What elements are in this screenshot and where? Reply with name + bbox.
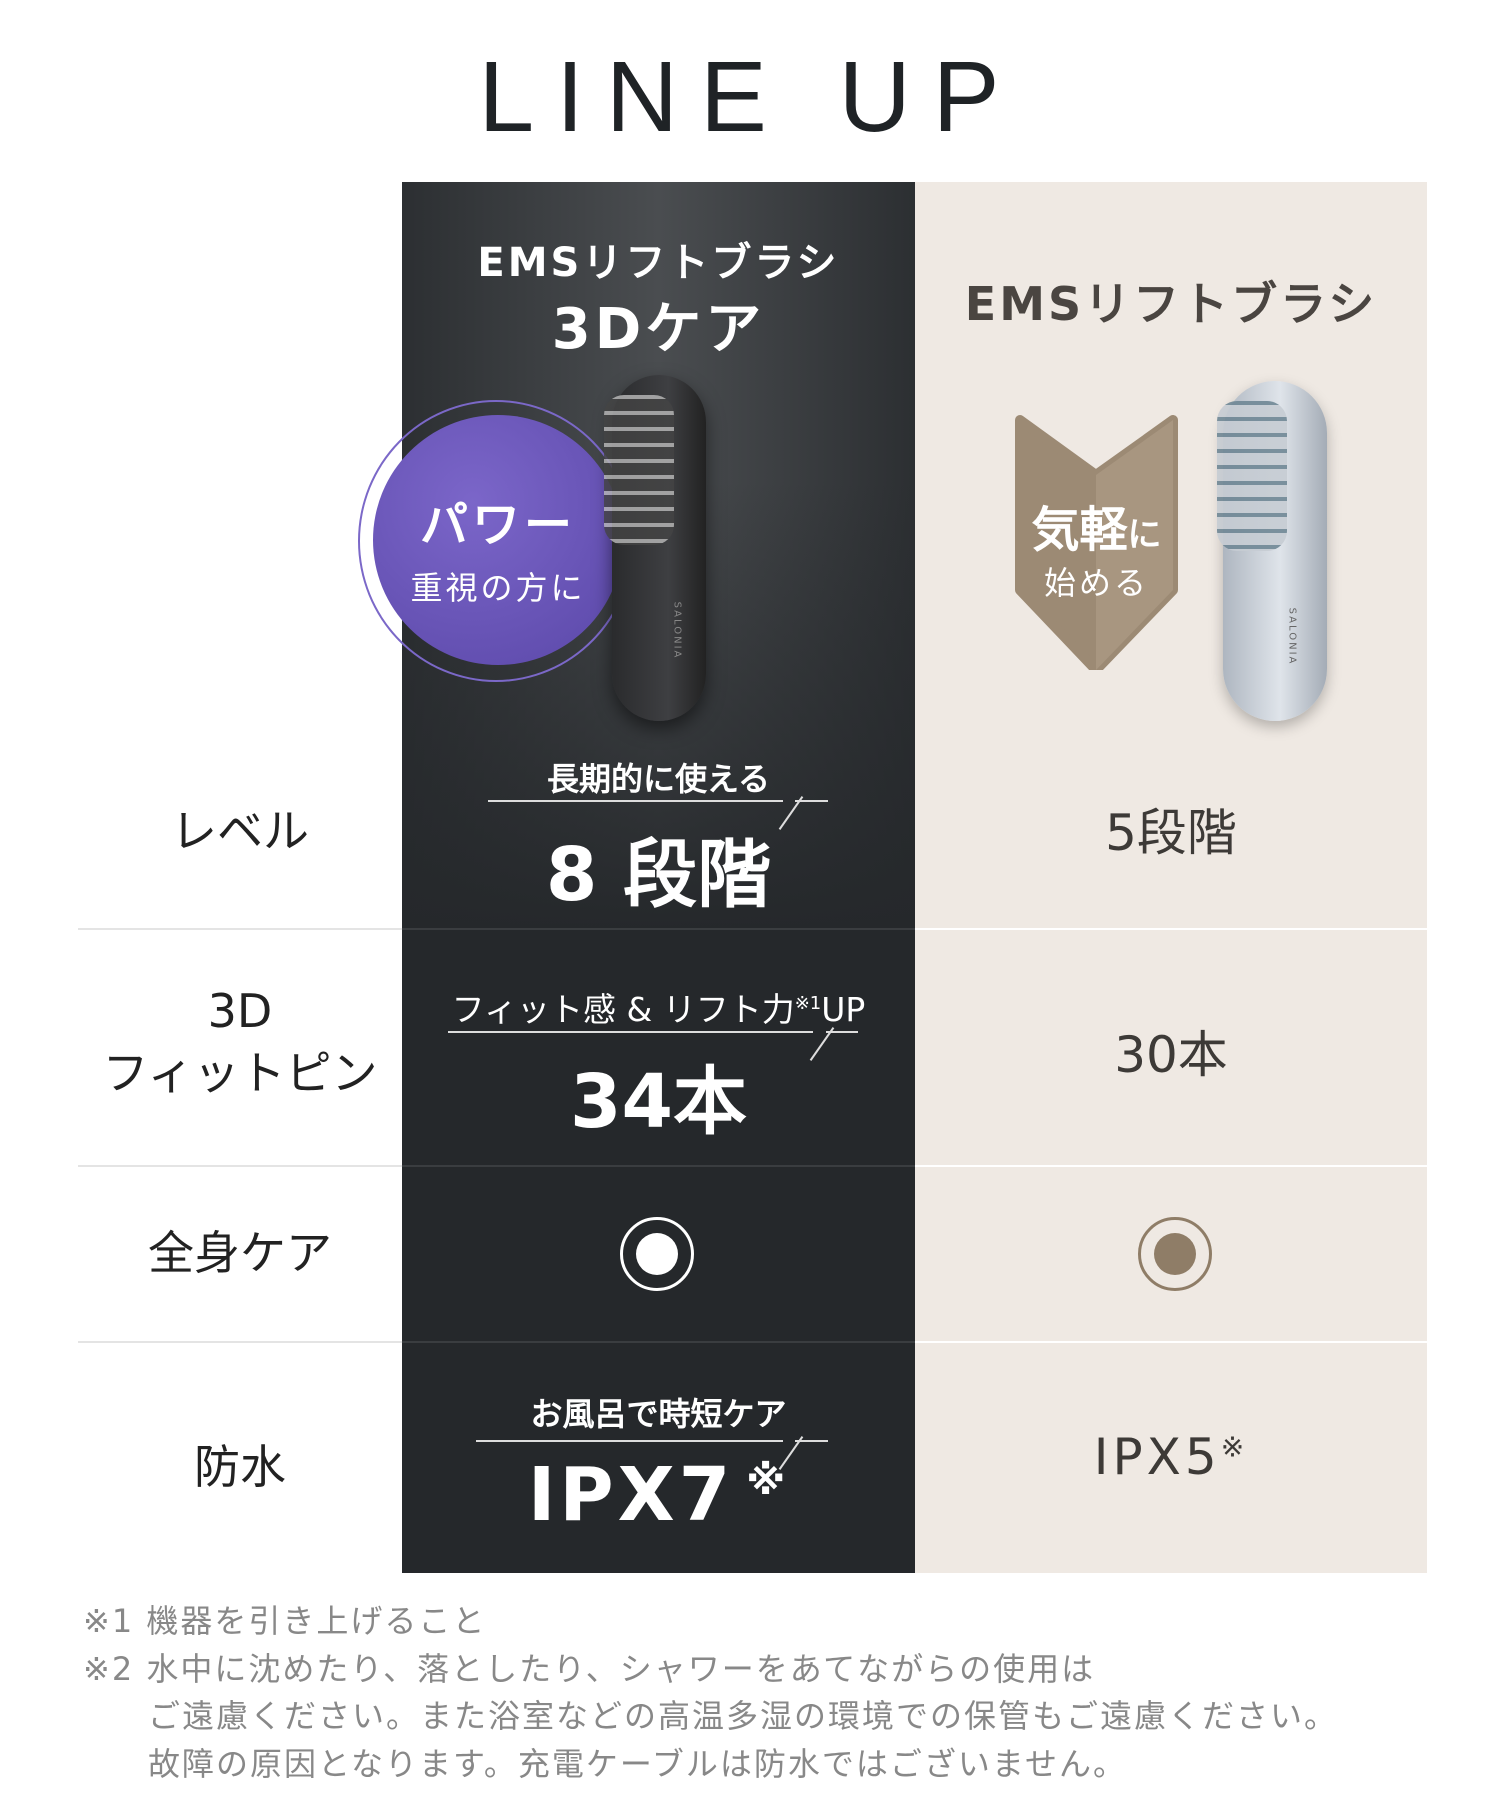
double-circle-icon xyxy=(620,1217,694,1291)
brush-pins xyxy=(604,395,674,545)
footnote: ご遠慮ください。また浴室などの高温多湿の環境での保管もご遠慮ください。 xyxy=(148,1697,1339,1735)
caption-suffix: UP xyxy=(821,990,866,1029)
product-name: EMSリフトブラシ xyxy=(477,240,840,286)
beginner-mark-icon xyxy=(1015,415,1178,670)
footnote: ※2 水中に沈めたり、落としたり、シャワーをあてながらの使用は xyxy=(83,1650,1096,1688)
divider xyxy=(915,1341,1427,1343)
waterproof-value: IPX5※ xyxy=(915,1428,1427,1486)
power-badge: パワー 重視の方に xyxy=(373,415,623,665)
row-label-body-care: 全身ケア xyxy=(148,1226,332,1280)
brand-logo: SALONIA xyxy=(671,601,683,660)
caption-underline xyxy=(795,1440,828,1442)
caption-note: ※1 xyxy=(794,993,822,1014)
level-value: 8 段階 xyxy=(545,832,772,918)
badge-main: 気軽に xyxy=(1010,490,1183,560)
divider xyxy=(402,928,915,930)
caption-underline xyxy=(826,1031,858,1033)
pin-count-value: 34本 xyxy=(570,1059,747,1145)
divider xyxy=(402,1165,915,1167)
caption-underline xyxy=(476,1440,783,1442)
caption-underline xyxy=(488,800,783,802)
caption-underline xyxy=(795,800,828,802)
divider xyxy=(402,1341,915,1343)
row-label-fit-pin: 3D フィットピン xyxy=(78,980,402,1104)
divider xyxy=(78,928,402,930)
brush-pins xyxy=(1217,401,1287,551)
value-text: IPX7 xyxy=(527,1452,735,1538)
badge-sub: 始める xyxy=(1043,564,1149,602)
double-circle-icon xyxy=(1138,1217,1212,1291)
divider xyxy=(915,928,1427,930)
level-value: 5段階 xyxy=(1105,804,1237,862)
product-name-sub: 3Dケア xyxy=(551,297,766,362)
badge-main-text: 気軽 xyxy=(1031,502,1128,558)
footnote: ※1 機器を引き上げること xyxy=(83,1602,487,1640)
brand-logo: SALONIA xyxy=(1286,607,1298,666)
brush-image-silver: SALONIA xyxy=(1217,381,1327,721)
label-line: フィットピン xyxy=(102,1046,378,1101)
row-label-waterproof: 防水 xyxy=(194,1440,286,1494)
footnote: 故障の原因となります。充電ケーブルは防水ではございません。 xyxy=(148,1745,1127,1783)
divider xyxy=(78,1341,402,1343)
row-label-level: レベル xyxy=(171,804,309,858)
caption: フィット感 & リフト力※1UP xyxy=(402,983,915,1031)
caption: 長期的に使える xyxy=(546,760,771,798)
divider xyxy=(78,1165,402,1167)
value-note: ※ xyxy=(746,1458,790,1505)
badge-sub: 重視の方に xyxy=(410,569,586,607)
caption-text: フィット感 & リフト力 xyxy=(451,990,795,1029)
brush-image-dark: SALONIA xyxy=(604,375,706,721)
product-column-standard xyxy=(915,182,1427,1573)
badge-main-suffix: に xyxy=(1127,515,1162,555)
value-text: IPX5 xyxy=(1093,1428,1221,1486)
divider xyxy=(915,1165,1427,1167)
waterproof-value: IPX7 ※ xyxy=(402,1452,915,1538)
product-name: EMSリフトブラシ xyxy=(964,277,1378,331)
label-line: 3D xyxy=(207,984,273,1038)
caption: お風呂で時短ケア xyxy=(530,1395,787,1433)
value-note: ※ xyxy=(1220,1430,1249,1464)
caption-underline xyxy=(448,1031,813,1033)
badge-main: パワー xyxy=(419,497,576,553)
page-title: LINE UP xyxy=(478,41,1022,153)
pin-count-value: 30本 xyxy=(1114,1026,1228,1084)
